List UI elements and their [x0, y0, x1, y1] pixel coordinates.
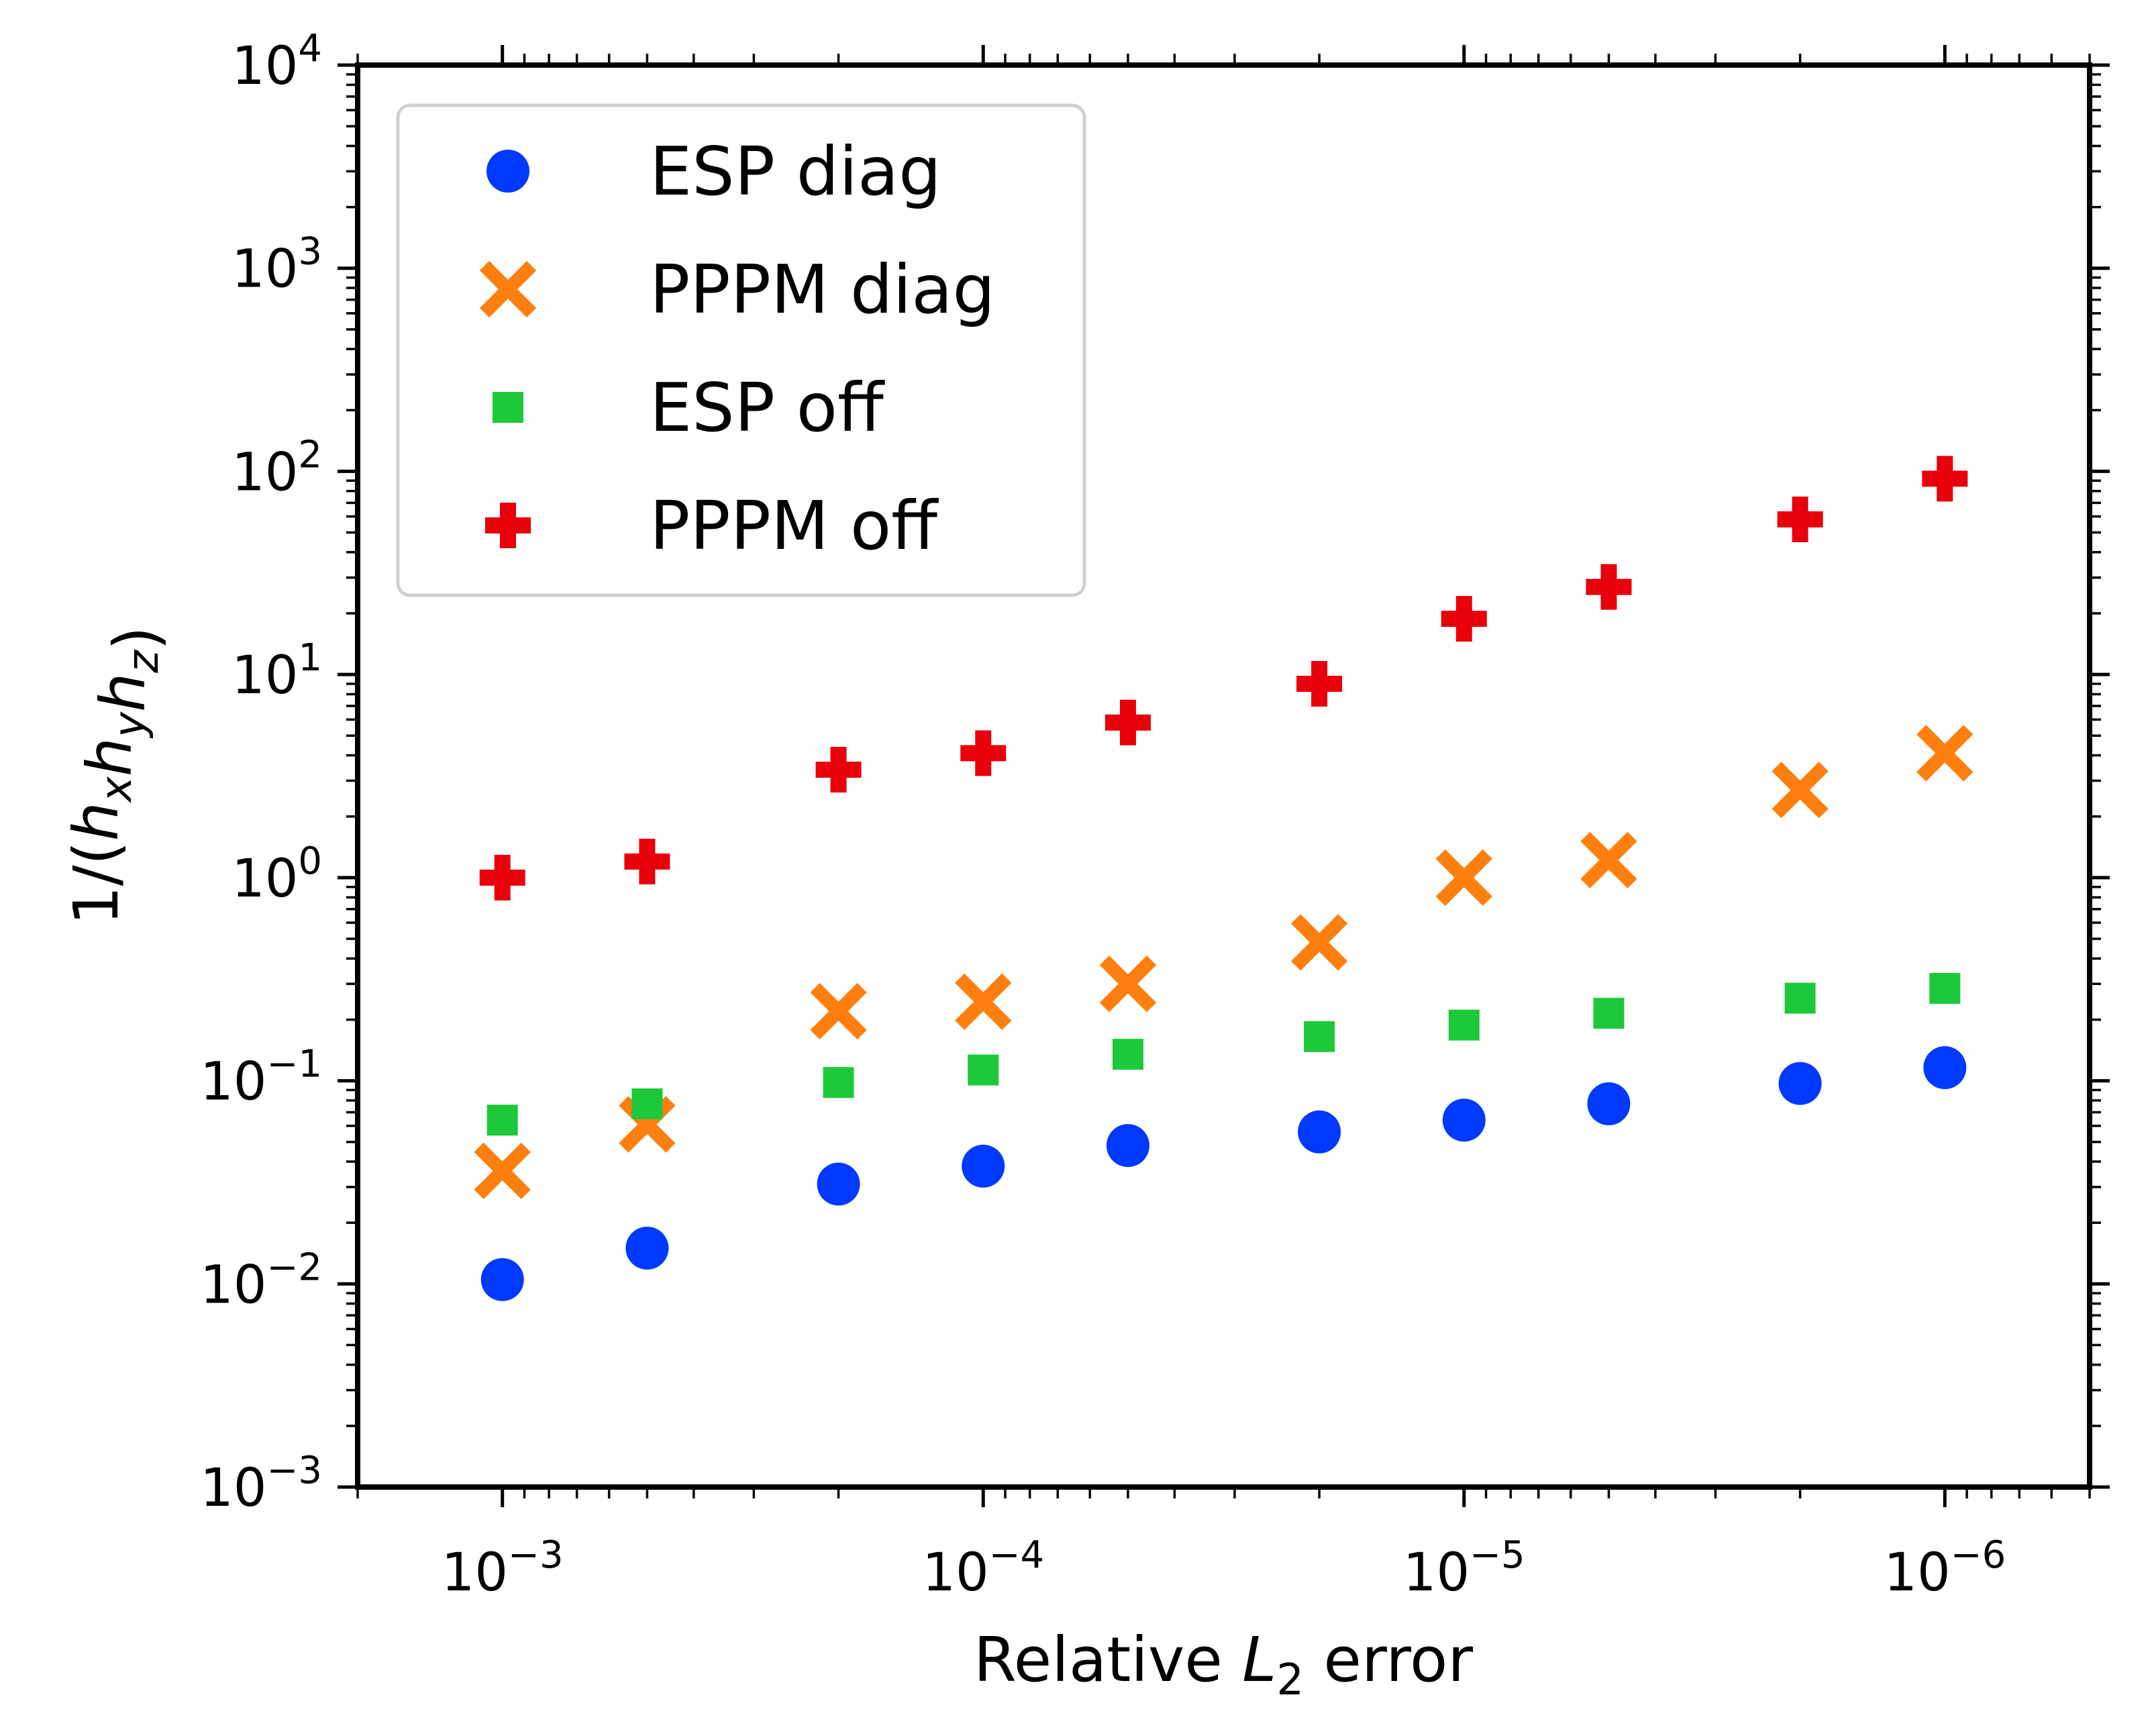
esp-off-point: [1593, 997, 1625, 1029]
pppm-diag-point: [1099, 955, 1157, 1013]
esp-off-point: [1929, 972, 1961, 1004]
pppm-diag-point: [474, 1142, 531, 1200]
y-tick-label: 10−2: [200, 1245, 322, 1315]
x-tick-label: 10−5: [1403, 1533, 1525, 1603]
y-tick-label: 103: [232, 230, 322, 300]
esp-diag-point: [962, 1144, 1005, 1188]
pppm-off-point: [815, 746, 862, 793]
esp-diag-point: [1298, 1110, 1341, 1154]
x-tick-label: 10−3: [442, 1533, 564, 1603]
pppm-off-point: [1441, 596, 1487, 642]
esp-off-point: [1448, 1009, 1480, 1041]
esp-off-point: [823, 1067, 854, 1099]
esp-diag-point: [1778, 1062, 1822, 1105]
y-tick-label: 104: [232, 27, 322, 97]
y-tick-label: 101: [232, 636, 322, 706]
pppm-diag-point: [955, 973, 1012, 1030]
y-tick-label: 10−1: [200, 1043, 322, 1113]
legend-label-pppm-off: PPPM off: [650, 487, 939, 565]
data-marks: [474, 456, 1974, 1301]
esp-diag-point: [817, 1162, 860, 1206]
esp-off-point: [1112, 1039, 1143, 1070]
pppm-off-point: [479, 854, 525, 901]
series-esp-diag: [480, 1046, 1967, 1301]
legend-marker-esp-off: [493, 392, 523, 423]
y-tick-label: 102: [232, 433, 322, 503]
pppm-diag-point: [1580, 831, 1637, 888]
legend-marker-pppm-diag: [479, 260, 537, 318]
x-tick-label: 10−6: [1884, 1533, 2006, 1603]
x-tick-label: 10−4: [922, 1533, 1044, 1603]
pppm-off-point: [1922, 456, 1968, 502]
pppm-diag-point: [1290, 914, 1348, 971]
esp-off-point: [1784, 982, 1816, 1014]
legend: ESP diag PPPM diag ESP off PPPM off: [396, 103, 1086, 597]
series-pppm-diag: [474, 725, 1974, 1200]
legend-label-esp-diag: ESP diag: [650, 132, 941, 211]
esp-off-point: [968, 1054, 999, 1086]
pppm-off-point: [624, 838, 670, 884]
pppm-off-point: [1586, 564, 1632, 610]
esp-diag-point: [1923, 1046, 1967, 1090]
legend-marker-pppm-off: [485, 503, 531, 548]
legend-label-esp-off: ESP off: [650, 368, 885, 447]
x-axis-label: Relative L2 error: [974, 1624, 1473, 1705]
series-esp-off: [486, 972, 1961, 1136]
pppm-diag-point: [810, 982, 867, 1040]
y-tick-label: 100: [232, 839, 322, 909]
legend-label-pppm-diag: PPPM diag: [650, 250, 995, 329]
esp-diag-point: [1587, 1082, 1631, 1125]
esp-off-point: [486, 1105, 518, 1136]
esp-off-point: [1304, 1021, 1335, 1052]
axis-ticks: 10−3 10−4 10−5 10−6 10−3 10−2 10−1 100 101 102 103…: [200, 27, 2110, 1603]
pppm-diag-point: [1435, 849, 1492, 907]
esp-diag-point: [625, 1226, 669, 1270]
esp-diag-point: [480, 1258, 524, 1301]
esp-diag-point: [1442, 1099, 1486, 1142]
plot-frame: [355, 62, 2092, 1490]
esp-diag-point: [1106, 1124, 1149, 1168]
esp-off-point: [631, 1088, 663, 1119]
pppm-off-point: [1296, 660, 1343, 707]
y-axis-label: 1/(hxhyhz): [60, 626, 172, 925]
series-pppm-off: [479, 456, 1968, 901]
legend-marker-esp-diag: [486, 150, 529, 193]
legend-box: [396, 103, 1086, 597]
y-tick-label: 10−3: [200, 1449, 322, 1519]
pppm-off-point: [1777, 497, 1823, 543]
pppm-diag-point: [1772, 762, 1829, 819]
pppm-off-point: [960, 730, 1007, 776]
pppm-off-point: [1105, 699, 1151, 746]
pppm-diag-point: [1916, 725, 1974, 782]
